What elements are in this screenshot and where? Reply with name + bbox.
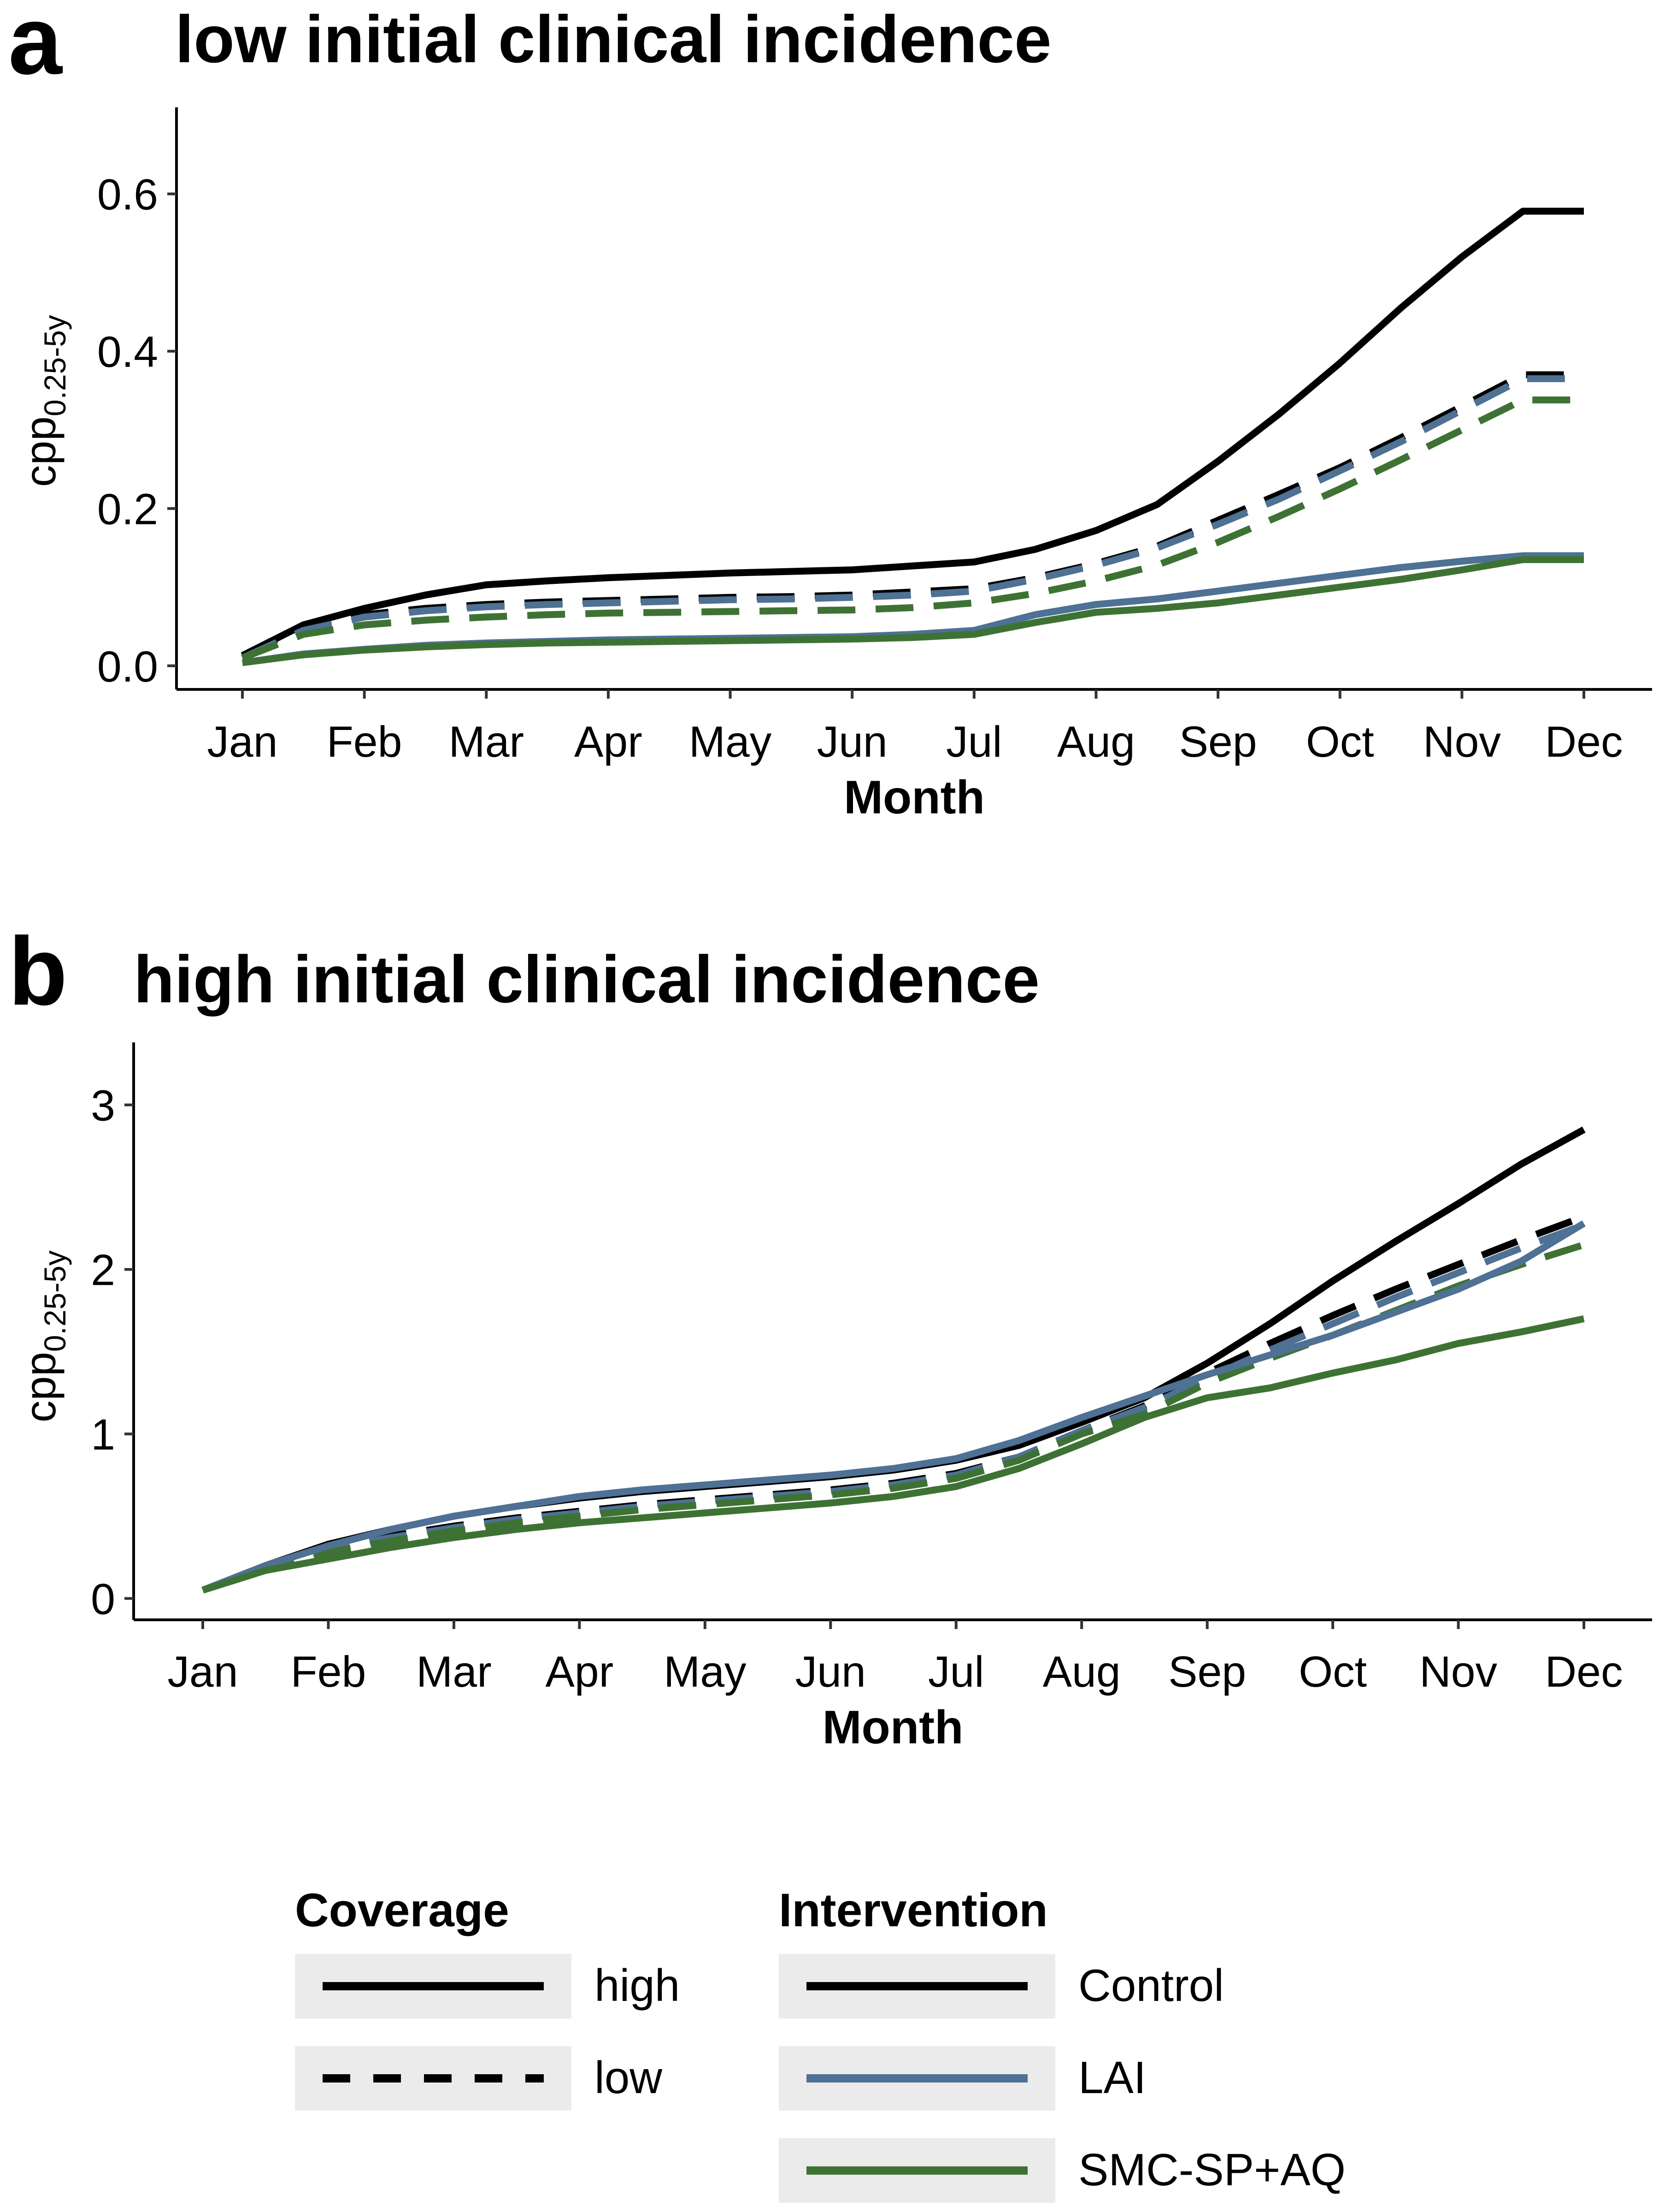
x-tick-label: Nov [1423, 718, 1501, 766]
x-tick-label: Dec [1545, 718, 1623, 766]
x-tick-label: Nov [1419, 1647, 1497, 1696]
legend-label-lai: LAI [1078, 2052, 1146, 2103]
y-axis-title: cpp0.25-5y [16, 315, 72, 487]
legend-label-high: high [594, 1960, 680, 2011]
y-axis-title-subscript: 0.25-5y [38, 315, 72, 416]
legend-label-control: Control [1078, 1960, 1224, 2011]
x-tick-label: Sep [1179, 718, 1257, 766]
legend-intervention-title: Intervention [779, 1884, 1048, 1936]
y-tick-label: 1 [91, 1411, 115, 1459]
y-tick-label: 3 [91, 1082, 115, 1130]
x-tick-label: Jan [207, 718, 277, 766]
series-line-smc-sp-aq-high [201, 1315, 1585, 1594]
x-tick-label: Aug [1057, 718, 1135, 766]
y-tick-label: 0.6 [97, 171, 158, 219]
y-axis-title-main: cpp [16, 416, 65, 487]
y-axis-title: cpp0.25-5y [16, 1250, 72, 1422]
x-tick-label: Feb [327, 718, 402, 766]
panel-letter: a [8, 0, 63, 94]
x-axis-title: Month [823, 1701, 964, 1753]
series-line-control-high [201, 1126, 1586, 1594]
series-line-lai-low [201, 1222, 1585, 1594]
panel-letter: b [8, 917, 67, 1025]
legend-label-smc-sp-aq: SMC-SP+AQ [1078, 2144, 1346, 2195]
series-line-control-low [241, 371, 1584, 659]
x-tick-label: May [689, 718, 772, 766]
panel-b: b high initial clinical incidence 0 1 2 3 Jan F… [8, 917, 1652, 1753]
legend-coverage-title: Coverage [295, 1884, 509, 1936]
y-axis-title-subscript: 0.25-5y [38, 1250, 72, 1352]
x-tick-label: Sep [1168, 1647, 1246, 1696]
series-line-smc-sp-aq-high [242, 556, 1584, 666]
x-tick-label: Mar [448, 718, 524, 766]
panel-title: high initial clinical incidence [134, 942, 1040, 1017]
series-line-control-high [241, 207, 1584, 659]
x-tick-label: Oct [1306, 718, 1374, 766]
x-tick-label: Apr [574, 718, 642, 766]
x-tick-label: Jul [946, 718, 1002, 766]
x-tick-label: Mar [416, 1647, 492, 1696]
y-tick-label: 2 [91, 1246, 115, 1295]
x-tick-label: Jan [167, 1647, 238, 1696]
y-axis-title-main: cpp [16, 1352, 65, 1422]
x-tick-label: Jun [795, 1647, 866, 1696]
y-tick-label: 0.4 [97, 328, 158, 377]
y-tick-label: 0.0 [97, 642, 158, 691]
panel-a: a low initial clinical incidence 0.0 0.2 0.4… [8, 0, 1652, 824]
x-tick-label: Dec [1545, 1647, 1623, 1696]
x-axis-title: Month [844, 771, 985, 824]
x-tick-label: Jul [928, 1647, 984, 1696]
series-line-lai-high [201, 1220, 1586, 1594]
y-tick-label: 0.2 [97, 485, 158, 534]
x-tick-label: Oct [1299, 1647, 1367, 1696]
x-tick-label: Apr [545, 1647, 613, 1696]
x-tick-label: May [664, 1647, 747, 1696]
legend-label-low: low [594, 2052, 663, 2103]
y-tick-label: 0 [91, 1575, 115, 1624]
legend: Coverage high low Intervention Control LAI SMC… [295, 1884, 1346, 2203]
panel-title: low initial clinical incidence [175, 2, 1052, 76]
x-tick-label: Aug [1043, 1647, 1121, 1696]
series-line-control-low [201, 1213, 1585, 1594]
x-tick-label: Jun [817, 718, 888, 766]
series-line-smc-sp-aq-low [241, 396, 1584, 661]
x-tick-label: Feb [291, 1647, 366, 1696]
